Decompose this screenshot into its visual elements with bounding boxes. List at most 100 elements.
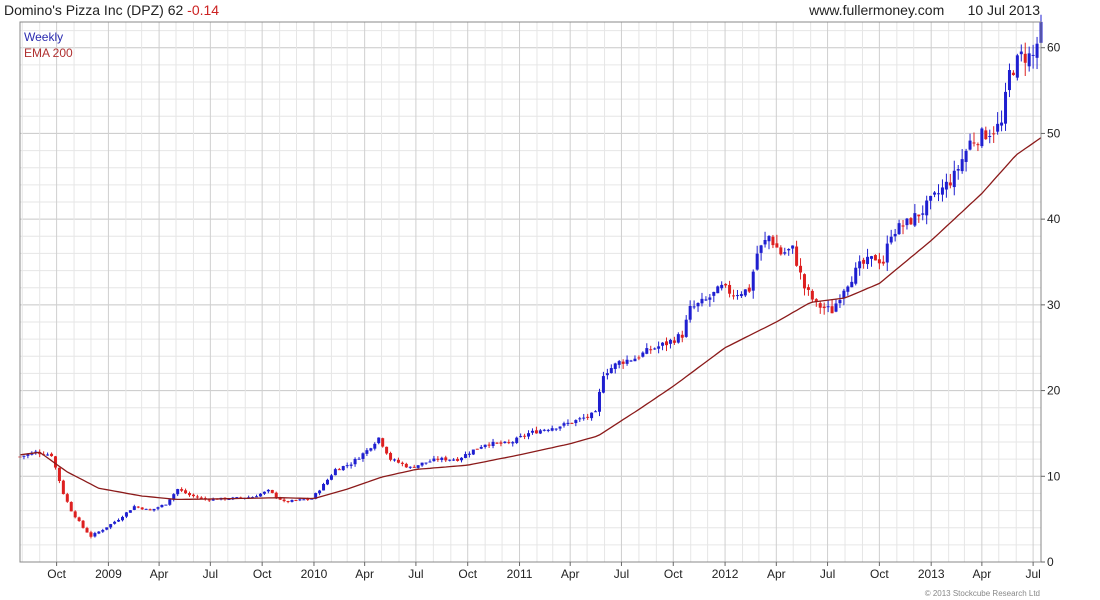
- candle-body: [747, 287, 751, 292]
- candle-body: [487, 444, 491, 446]
- candle-body: [345, 465, 349, 467]
- candle-body: [948, 182, 952, 186]
- candle-body: [546, 429, 550, 431]
- candle-body: [621, 361, 625, 364]
- candle-body: [452, 459, 456, 461]
- y-tick-label: 40: [1047, 212, 1061, 226]
- candle-body: [1000, 122, 1004, 126]
- candle-body: [369, 448, 373, 451]
- candle-body: [676, 334, 680, 343]
- chart-title: Domino's Pizza Inc (DPZ) 62 -0.14: [4, 2, 219, 18]
- candle-body: [917, 214, 921, 217]
- candle-body: [50, 453, 54, 457]
- x-tick-label: Jul: [1025, 567, 1040, 581]
- candle-body: [467, 453, 471, 455]
- candle-body: [1023, 53, 1027, 63]
- candle-body: [463, 454, 467, 458]
- candle-body: [913, 213, 917, 226]
- candle-body: [26, 454, 30, 456]
- candle-body: [605, 373, 609, 376]
- candle-body: [381, 438, 385, 447]
- candle-body: [306, 498, 310, 500]
- candle-body: [889, 236, 893, 243]
- candle-body: [258, 493, 262, 497]
- candle-body: [180, 489, 184, 491]
- candle-body: [799, 265, 803, 273]
- candle-body: [475, 448, 479, 450]
- candle-body: [826, 306, 830, 308]
- candle-body: [416, 465, 420, 468]
- candle-body: [771, 236, 775, 246]
- candle-body: [448, 459, 452, 461]
- candle-body: [637, 357, 641, 359]
- candle-body: [262, 491, 266, 494]
- source-link[interactable]: www.fullermoney.com: [809, 2, 945, 18]
- candle-body: [672, 340, 676, 343]
- x-tick-label: 2011: [507, 567, 533, 581]
- candle-body: [337, 469, 341, 471]
- candle-body: [1011, 72, 1015, 76]
- candle-body: [357, 458, 361, 460]
- candle-body: [881, 261, 885, 264]
- candle-body: [905, 218, 909, 226]
- plot-frame: [19, 21, 1042, 563]
- candle-body: [73, 511, 77, 518]
- candle-body: [720, 284, 724, 289]
- candle-body: [120, 516, 124, 521]
- candle-body: [873, 255, 877, 261]
- candle-body: [795, 246, 799, 266]
- x-tick-label: Apr: [150, 567, 169, 581]
- y-tick-label: 50: [1047, 126, 1061, 140]
- x-tick-label: Apr: [973, 567, 992, 581]
- candle-body: [751, 271, 755, 291]
- candle-body: [929, 195, 933, 201]
- candle-body: [385, 446, 389, 454]
- candle-body: [735, 295, 739, 297]
- candle-body: [499, 442, 503, 444]
- candle-body: [349, 464, 353, 466]
- candle-body: [184, 490, 188, 494]
- candle-body: [329, 475, 333, 480]
- candle-body: [373, 443, 377, 449]
- candle-body: [558, 426, 562, 429]
- candle-body: [862, 259, 866, 264]
- candle-body: [1031, 54, 1035, 56]
- x-tick-label: 2009: [95, 567, 122, 581]
- candle-body: [968, 140, 972, 150]
- candle-body: [523, 435, 527, 437]
- candle-body: [641, 352, 645, 357]
- y-tick-label: 20: [1047, 384, 1061, 398]
- candle-body: [479, 446, 483, 449]
- candle-body: [661, 342, 665, 346]
- candle-body: [960, 159, 964, 172]
- candle-body: [838, 300, 842, 304]
- x-tick-label: Jul: [614, 567, 629, 581]
- candle-body: [1004, 91, 1008, 124]
- candle-body: [77, 517, 81, 522]
- candle-body: [152, 508, 156, 511]
- candle-body: [46, 454, 50, 456]
- x-tick-label: Jul: [820, 567, 835, 581]
- candle-body: [144, 508, 148, 510]
- candle-body: [361, 453, 365, 459]
- ema-200-line: [19, 137, 1042, 501]
- candle-body: [511, 442, 515, 444]
- chart-date: 10 Jul 2013: [967, 2, 1040, 18]
- candle-body: [909, 218, 913, 225]
- candle-body: [940, 187, 944, 195]
- candle-body: [728, 284, 732, 294]
- candle-body: [377, 437, 381, 444]
- candle-body: [590, 412, 594, 419]
- candle-body: [956, 169, 960, 171]
- candle-body: [471, 449, 475, 455]
- candle-body: [168, 499, 172, 505]
- candle-body: [176, 489, 180, 495]
- candle-body: [586, 416, 590, 418]
- candle-body: [542, 429, 546, 431]
- candle-body: [507, 442, 511, 444]
- candle-body: [519, 436, 523, 438]
- x-tick-label: Apr: [355, 567, 374, 581]
- candle-body: [503, 441, 507, 444]
- candle-body: [822, 306, 826, 309]
- candle-body: [1027, 53, 1031, 67]
